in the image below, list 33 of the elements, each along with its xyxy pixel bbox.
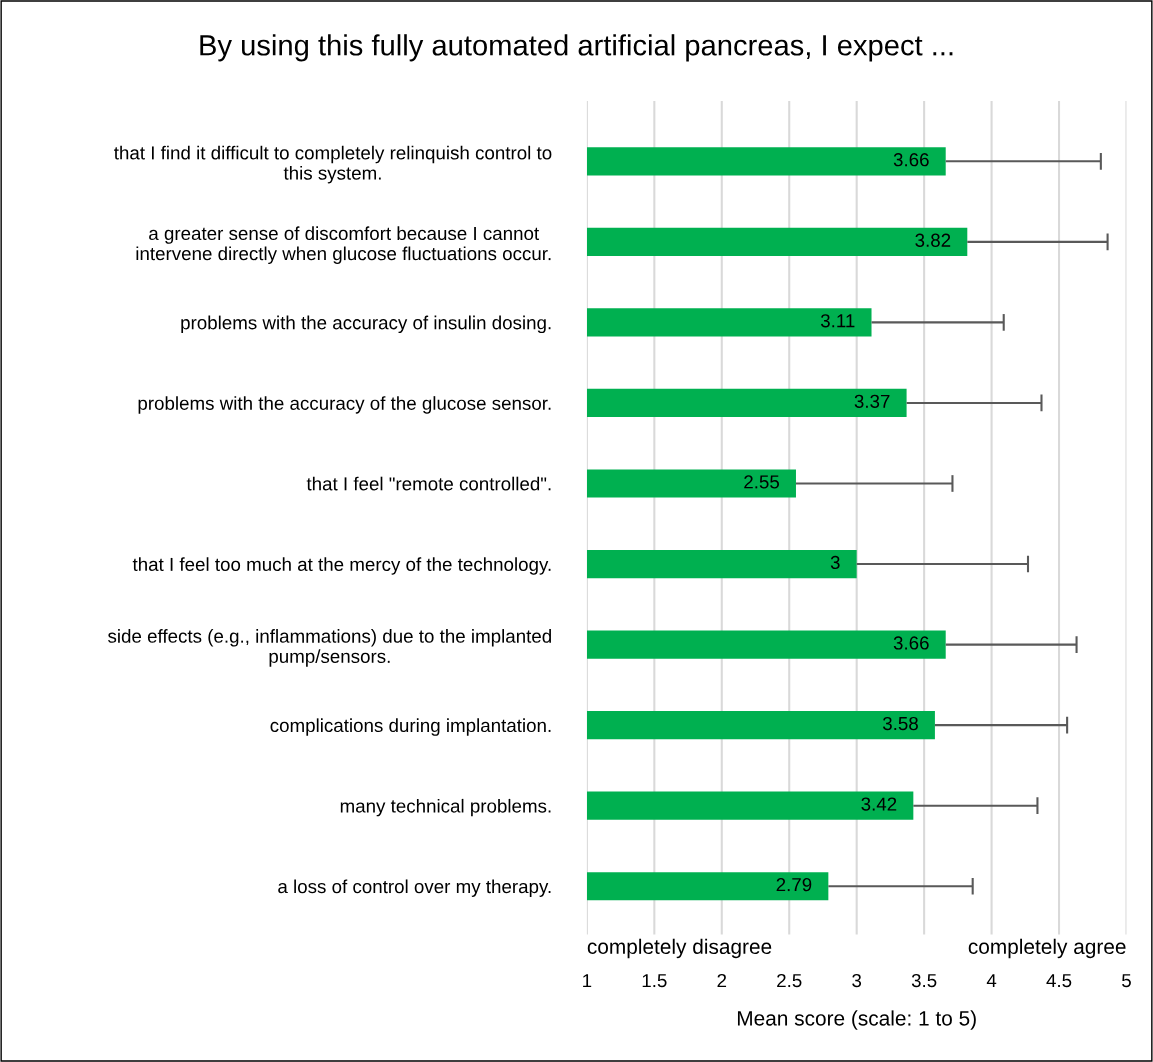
y-tick-label: a loss of control over my therapy. bbox=[278, 879, 551, 897]
y-tick-label: side effects (e.g., inflammations) due to the implanted pump/sensors. bbox=[108, 629, 551, 667]
x-tick-label: 2.5 bbox=[777, 973, 802, 988]
x-tick-label: 3 bbox=[852, 973, 862, 988]
data-label: 2.79 bbox=[776, 877, 812, 892]
data-label: 3.66 bbox=[893, 153, 929, 167]
x-tick-label: 4 bbox=[986, 974, 997, 988]
data-label: 3.82 bbox=[915, 233, 951, 247]
y-tick-label: that I find it difficult to completely relinquish control to this system. bbox=[114, 145, 552, 184]
x-tick-label: 2 bbox=[717, 973, 727, 988]
y-tick-label: complications during implantation. bbox=[270, 718, 551, 736]
x-tick-label: 5 bbox=[1122, 974, 1131, 988]
x-tick-label: 1.5 bbox=[642, 974, 667, 988]
y-tick-label: that I feel too much at the mercy of the technology. bbox=[132, 557, 551, 575]
data-label: 3.66 bbox=[893, 636, 929, 650]
y-tick-label: that I feel "remote controlled". bbox=[306, 476, 551, 491]
data-label: 3 bbox=[830, 555, 840, 570]
text: completely agree bbox=[968, 938, 1126, 959]
data-label: 3.58 bbox=[882, 716, 918, 731]
x-tick-label: 1 bbox=[583, 974, 592, 988]
x-axis-title: Mean score (scale: 1 to 5) bbox=[737, 1010, 976, 1030]
data-label: 3.42 bbox=[861, 797, 897, 811]
x-tick-label: 3.5 bbox=[911, 973, 937, 988]
chart-title: By using this fully automated artificial pancreas, I expect ... bbox=[200, 34, 953, 62]
y-tick-label: problems with the accuracy of the glucose sensor. bbox=[138, 396, 551, 414]
y-tick-label: problems with the accuracy of insulin dosing. bbox=[181, 315, 551, 334]
x-tick-label: 4.5 bbox=[1046, 974, 1072, 988]
data-label: 3.37 bbox=[854, 394, 890, 408]
y-tick-label: a greater sense of discomfort because I cannot intervene directly when glucose fluctuations occur. bbox=[136, 226, 551, 264]
data-label: 2.55 bbox=[744, 475, 779, 489]
data-label: 3.11 bbox=[820, 314, 855, 328]
text: completely disagree bbox=[587, 938, 772, 959]
y-tick-label: many technical problems. bbox=[340, 798, 551, 817]
